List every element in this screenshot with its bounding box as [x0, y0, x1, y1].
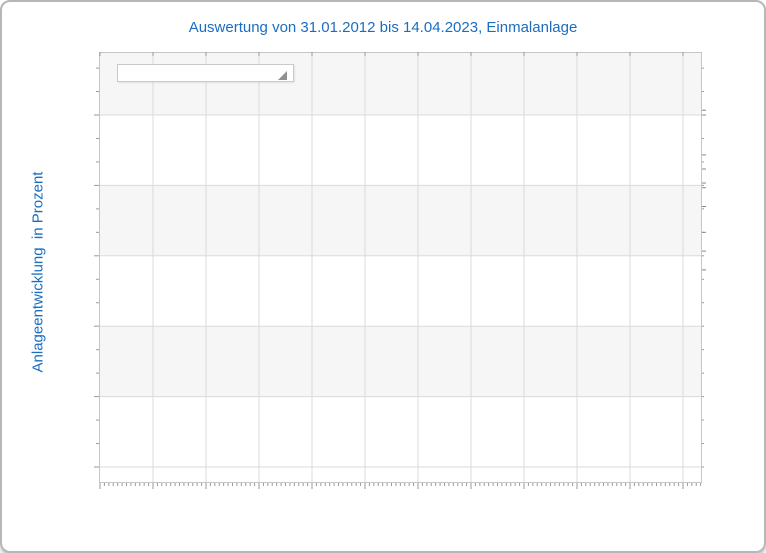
legend-box[interactable]: [117, 64, 294, 82]
grid-band: [99, 185, 702, 256]
grid-band: [99, 52, 702, 115]
chart-title: Auswertung von 31.01.2012 bis 14.04.2023…: [188, 19, 578, 36]
collapse-legend-icon[interactable]: [278, 71, 287, 80]
plot-border: [99, 52, 702, 483]
grid-band: [99, 326, 702, 397]
